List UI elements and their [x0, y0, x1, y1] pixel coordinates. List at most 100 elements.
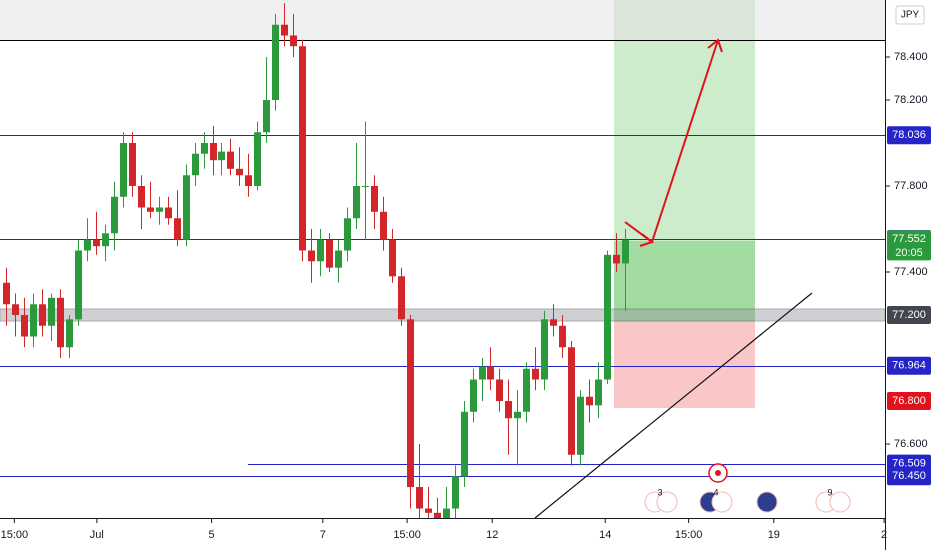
arrow-head: [639, 233, 655, 247]
candle-body: [452, 476, 459, 509]
candle-body: [210, 142, 217, 161]
price-label-box: [887, 392, 931, 411]
price-label: 77.552: [892, 233, 926, 245]
candle-body: [156, 207, 163, 212]
event-count: 4: [713, 487, 718, 497]
price-label: 77.200: [892, 309, 926, 321]
candle-body: [263, 99, 270, 133]
candle-body: [470, 379, 477, 412]
candle-body: [236, 168, 243, 176]
candle-body: [514, 411, 521, 419]
candle-body: [21, 315, 28, 337]
candle-body: [568, 347, 575, 455]
candle-body: [30, 304, 37, 337]
candle-body: [120, 142, 127, 197]
candle-body: [317, 239, 324, 262]
candle-body: [604, 254, 611, 380]
candle-body: [147, 207, 154, 212]
price-label-box: [887, 230, 931, 261]
candle-body: [425, 508, 432, 513]
price-label: 78.036: [892, 129, 926, 141]
candle-body: [523, 368, 530, 412]
candle-body: [380, 211, 387, 240]
countdown: 20:05: [895, 247, 923, 259]
candle-body: [183, 175, 190, 240]
candle-body: [299, 46, 306, 251]
event-dot: [715, 470, 721, 476]
candle-body: [496, 379, 503, 402]
candle-body: [335, 250, 342, 268]
candle-body: [550, 319, 557, 326]
candle-body: [111, 196, 118, 234]
candle-body: [201, 142, 208, 154]
candle-body: [66, 319, 73, 348]
profit-zone: [614, 241, 755, 321]
price-label-box: [887, 126, 931, 145]
candle-body: [3, 282, 10, 305]
event[interactable]: [656, 491, 678, 513]
candle-body: [577, 396, 584, 455]
support-zone: [0, 308, 886, 322]
candle-body: [12, 304, 19, 316]
x-tick-label: 14: [599, 529, 611, 541]
candle-body: [371, 185, 378, 212]
currency-badge[interactable]: [895, 5, 925, 25]
x-tick-label: Jul: [90, 529, 104, 541]
candle-body: [407, 319, 414, 488]
event-count: 3: [657, 487, 662, 497]
x-tick-label: 2: [881, 529, 887, 541]
candle-body: [622, 239, 629, 264]
candle-body: [487, 366, 494, 380]
candle-body: [102, 233, 109, 247]
candle-body: [353, 185, 360, 219]
y-tick-label: 78.200: [894, 94, 928, 106]
candle-body: [479, 366, 486, 380]
time-axis: [0, 518, 885, 550]
loss-zone: [614, 321, 755, 408]
arrow-head: [707, 38, 723, 53]
price-label: 76.800: [892, 395, 926, 407]
candle-body: [272, 24, 279, 100]
candle-body: [129, 142, 136, 186]
event-icons[interactable]: 3 4 9: [644, 463, 851, 513]
candle-body: [586, 396, 593, 406]
candle-body: [326, 239, 333, 268]
candle-body: [84, 239, 91, 251]
trend-line: [534, 292, 813, 519]
candle-body: [48, 297, 55, 326]
x-tick-label: 12: [486, 529, 498, 541]
y-tick-label: 78.400: [894, 51, 928, 63]
candle-body: [559, 325, 566, 348]
price-label: 76.450: [892, 470, 926, 482]
event[interactable]: [756, 491, 778, 513]
candle-body: [192, 153, 199, 176]
candle-body: [138, 185, 145, 208]
candle-body: [39, 304, 46, 326]
candle-body: [165, 207, 172, 219]
event[interactable]: [829, 491, 851, 513]
candle-body: [254, 132, 261, 186]
candle-body: [505, 401, 512, 419]
candle-body: [398, 276, 405, 320]
candle-body: [595, 379, 602, 406]
candle-body: [218, 151, 225, 161]
candle-body: [416, 487, 423, 509]
price-label-box: [887, 467, 931, 486]
candle-body: [434, 512, 441, 520]
x-tick-label: 15:00: [1, 529, 29, 541]
candle-body: [443, 508, 450, 520]
candle-body: [227, 151, 234, 169]
event[interactable]: [711, 491, 733, 513]
candle-body: [93, 239, 100, 247]
x-tick-label: 19: [768, 529, 780, 541]
candle-body: [541, 319, 548, 380]
top-band: [0, 0, 885, 40]
candle-body: [344, 218, 351, 251]
currency: JPY: [901, 10, 920, 21]
candle-body: [308, 250, 315, 262]
x-tick-label: 5: [209, 529, 215, 541]
x-tick-label: 7: [320, 529, 326, 541]
candle-body: [174, 218, 181, 240]
candle-body: [461, 411, 468, 477]
